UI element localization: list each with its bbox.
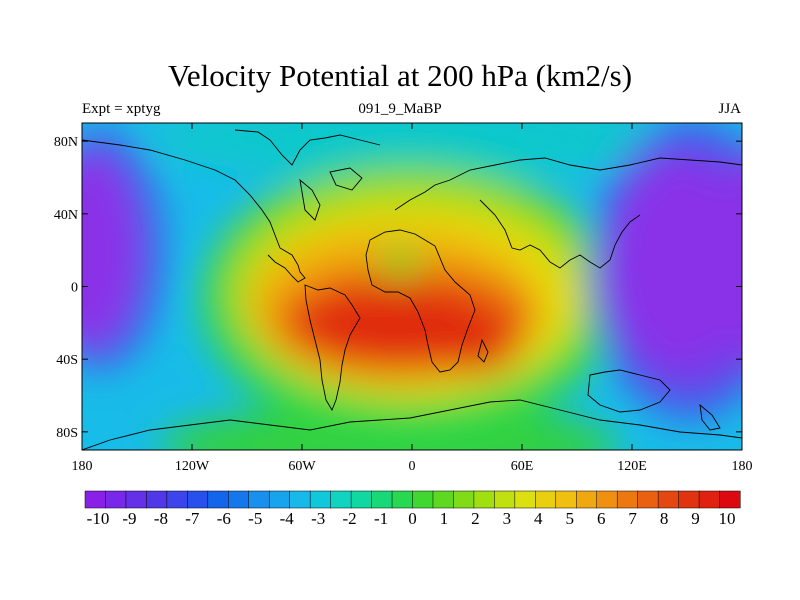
- y-tick-labels: 80N 40N 0 40S 80S: [54, 135, 78, 441]
- colorbar-swatch: [576, 490, 598, 509]
- colorbar-label: -3: [311, 509, 325, 528]
- y-tick-label: 40N: [54, 208, 78, 223]
- colorbar-swatch: [412, 490, 434, 509]
- colorbar-label: 0: [408, 509, 417, 528]
- colorbar-label: 9: [691, 509, 700, 528]
- experiment-label: Expt = xptyg: [82, 101, 161, 117]
- axis-ticks: [81, 123, 743, 450]
- colorbar-swatch: [596, 490, 618, 509]
- x-tick-labels: 180 120W 60W 0 60E 120E 180: [72, 459, 753, 474]
- y-tick-label: 40S: [56, 353, 78, 368]
- colorbar-label: -7: [185, 509, 200, 528]
- colorbar-swatch: [514, 490, 536, 509]
- colorbar-label: 5: [566, 509, 575, 528]
- colorbar-swatch: [146, 490, 168, 509]
- colorbar-swatch: [268, 490, 291, 509]
- colorbar-swatch: [228, 490, 250, 509]
- colorbar-swatch: [391, 490, 414, 509]
- x-tick-label: 120W: [175, 459, 210, 474]
- colorbar-label: -1: [374, 509, 388, 528]
- colorbar-swatch: [125, 490, 147, 509]
- x-tick-label: 0: [409, 459, 416, 474]
- chart-title: Velocity Potential at 200 hPa (km2/s): [167, 58, 633, 93]
- colorbar-label: 3: [503, 509, 512, 528]
- colorbar-label: 1: [440, 509, 449, 528]
- x-tick-label: 60E: [511, 459, 534, 474]
- colorbar-label: 6: [597, 509, 606, 528]
- colorbar-swatch: [166, 490, 188, 509]
- case-label: 091_9_MaBP: [358, 101, 442, 117]
- colorbar-swatch: [187, 490, 209, 509]
- colorbar-swatch: [309, 490, 332, 509]
- colorbar-swatch: [350, 490, 373, 509]
- colorbar-label: -9: [122, 509, 136, 528]
- colorbar-swatch: [616, 490, 639, 509]
- colorbar-swatch: [719, 490, 741, 509]
- colorbar-label: 2: [471, 509, 480, 528]
- colorbar-swatch: [494, 490, 516, 509]
- colorbar-label: -8: [154, 509, 168, 528]
- y-tick-label: 80N: [54, 135, 78, 150]
- colorbar-swatch: [207, 490, 229, 509]
- colorbar-swatch: [84, 490, 107, 509]
- colorbar-label: 8: [660, 509, 669, 528]
- colorbar: [84, 490, 741, 509]
- colorbar-label: -4: [280, 509, 295, 528]
- colorbar-swatch: [678, 490, 700, 509]
- x-tick-label: 180: [732, 459, 753, 474]
- colorbar-label: -6: [217, 509, 231, 528]
- colorbar-swatch: [105, 490, 127, 509]
- colorbar-swatch: [371, 490, 393, 509]
- colorbar-label: -2: [343, 509, 357, 528]
- colorbar-swatch: [555, 490, 577, 509]
- x-tick-label: 180: [72, 459, 93, 474]
- y-tick-label: 80S: [56, 426, 78, 441]
- y-tick-label: 0: [71, 281, 78, 296]
- colorbar-swatch: [473, 490, 495, 509]
- colorbar-label: 7: [628, 509, 637, 528]
- x-tick-label: 120E: [617, 459, 647, 474]
- colorbar-swatch: [453, 490, 475, 509]
- colorbar-swatch: [637, 490, 659, 509]
- colorbar-label: 10: [719, 509, 736, 528]
- colorbar-swatch: [330, 490, 352, 509]
- season-label: JJA: [718, 101, 741, 117]
- colorbar-label: 4: [534, 509, 543, 528]
- colorbar-swatch: [289, 490, 311, 509]
- colorbar-swatch: [535, 490, 557, 509]
- colorbar-label: -10: [87, 509, 110, 528]
- colorbar-labels: -10 -9 -8 -7 -6 -5 -4 -3 -2 -1 0 1 2 3 4 5 6 7 8 9 10: [87, 509, 736, 528]
- colorbar-swatch: [432, 490, 454, 509]
- continent-outlines: [82, 129, 742, 450]
- x-tick-label: 60W: [288, 459, 316, 474]
- colorbar-swatch: [698, 490, 721, 509]
- colorbar-swatch: [657, 490, 680, 509]
- filled-contours: [82, 123, 742, 450]
- colorbar-swatch: [248, 490, 270, 509]
- colorbar-label: -5: [248, 509, 262, 528]
